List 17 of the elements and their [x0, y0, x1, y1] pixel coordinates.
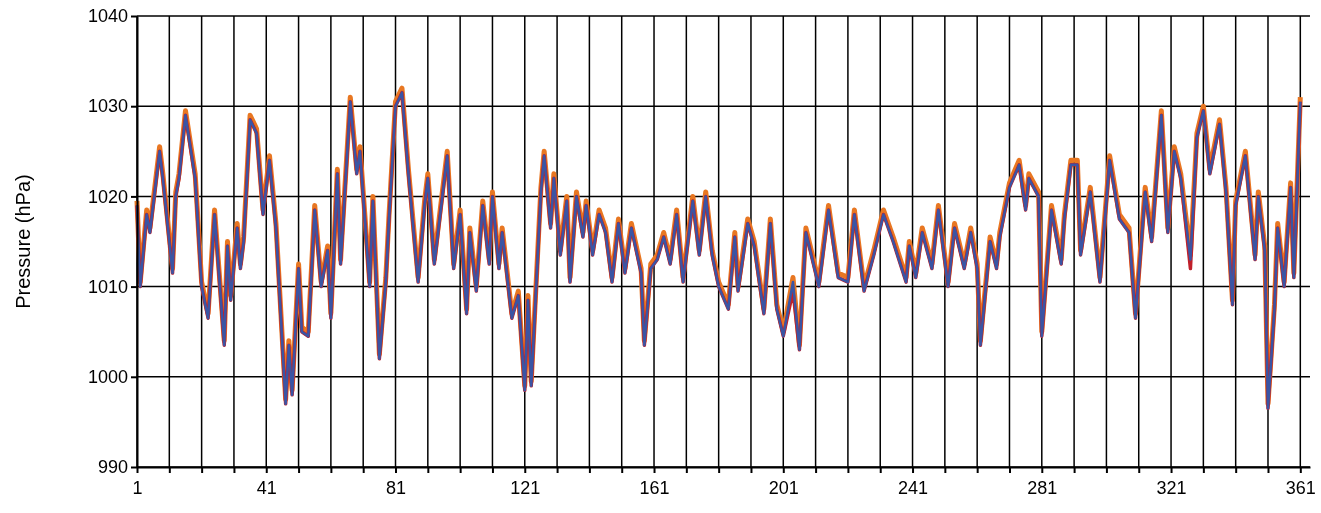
x-tick-label: 41 [256, 478, 277, 498]
y-tick-label: 990 [97, 457, 128, 478]
y-tick-label: 1030 [87, 96, 128, 117]
x-tick-label: 201 [768, 478, 799, 498]
x-tick-label: 81 [386, 478, 407, 498]
y-tick-label: 1000 [87, 367, 128, 388]
y-tick-label: 1020 [87, 186, 128, 207]
x-tick-label: 321 [1156, 478, 1187, 498]
x-tick-label: 1 [132, 478, 143, 498]
x-tick-label: 241 [898, 478, 929, 498]
y-tick-label: 1040 [87, 6, 128, 27]
x-tick-label: 281 [1027, 478, 1058, 498]
x-tick-label: 121 [510, 478, 541, 498]
x-tick-label: 161 [639, 478, 670, 498]
y-axis-title: Pressure (hPa) [12, 174, 34, 309]
x-tick-label: 361 [1285, 478, 1316, 498]
y-tick-label: 1010 [87, 276, 128, 297]
